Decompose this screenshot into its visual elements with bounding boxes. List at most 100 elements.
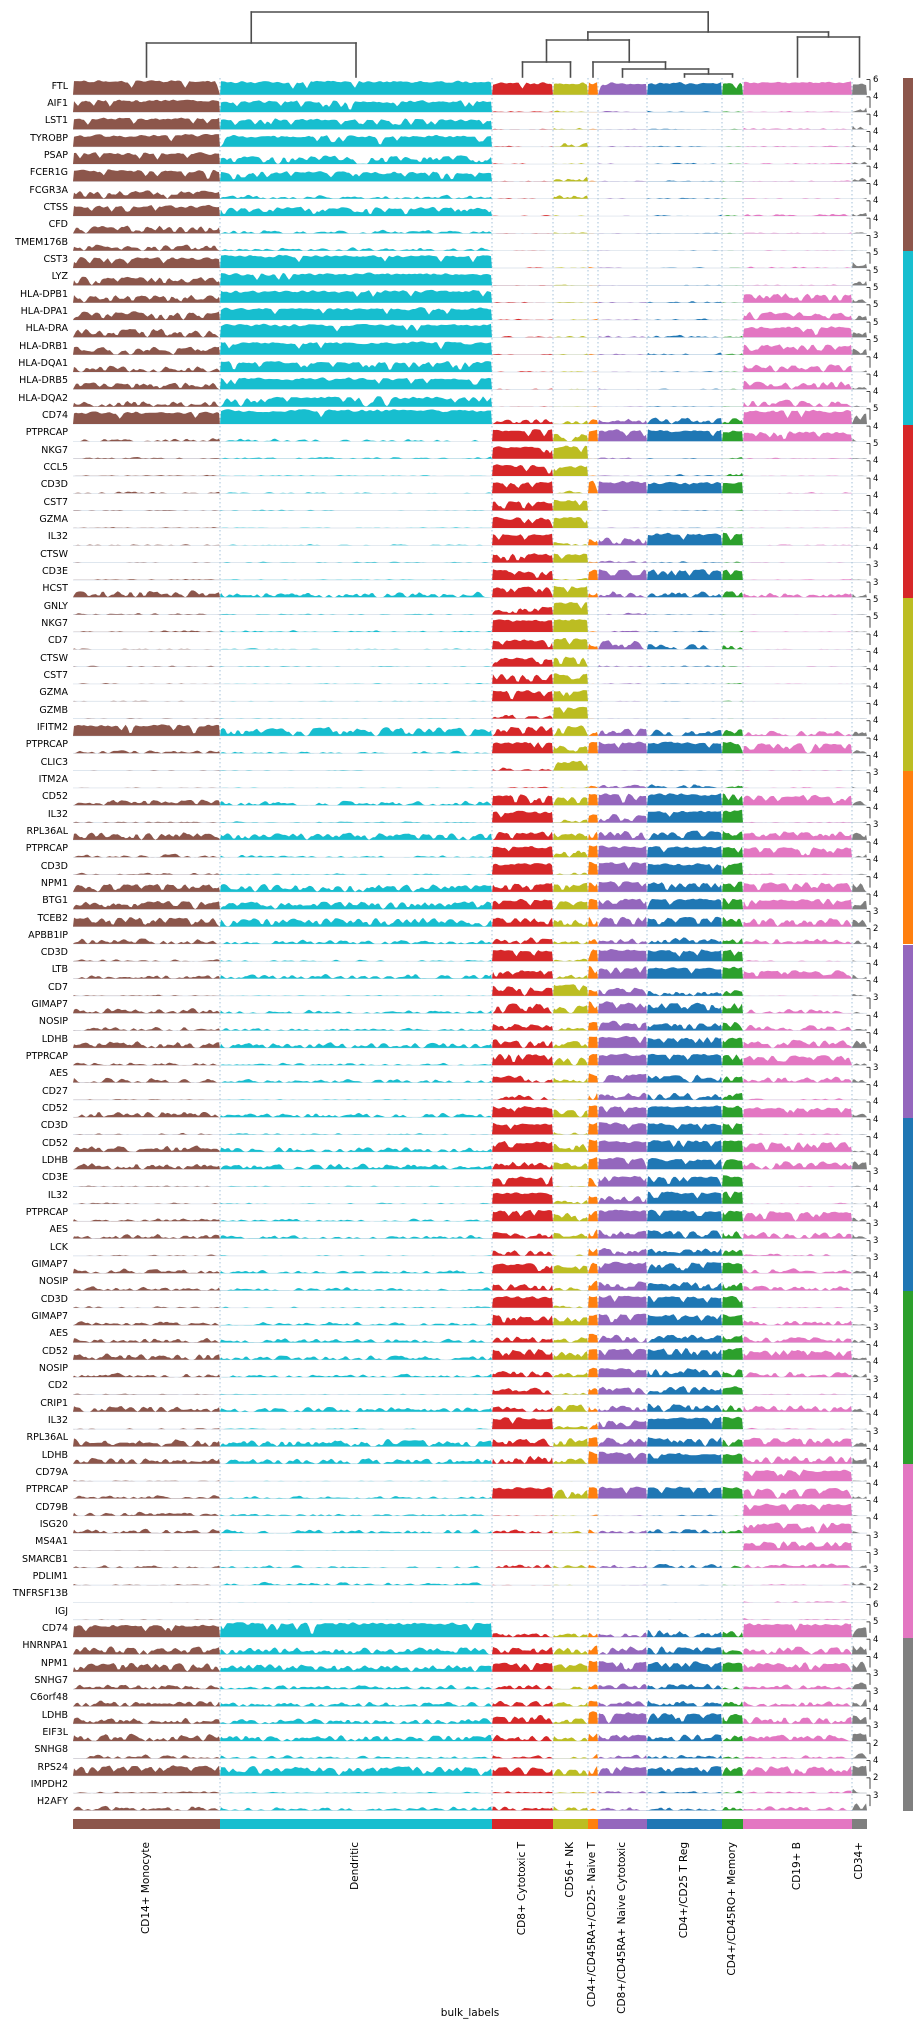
track-row-segment bbox=[743, 821, 852, 823]
gene-label: LST1 bbox=[44, 115, 68, 127]
track-row-segment bbox=[647, 334, 722, 338]
track-row-segment bbox=[647, 388, 722, 390]
track-row-segment bbox=[743, 457, 852, 459]
track-row-segment bbox=[220, 1079, 492, 1083]
track-row-segment bbox=[743, 163, 852, 164]
track-row-segment bbox=[852, 919, 867, 927]
row-max-label: 4 bbox=[873, 1340, 879, 1351]
row-max-label: 4 bbox=[873, 144, 879, 155]
track-row-segment bbox=[220, 1647, 492, 1655]
track-row-segment bbox=[553, 465, 588, 476]
track-row-segment bbox=[220, 1407, 492, 1412]
track-row-segment bbox=[852, 1324, 867, 1326]
track-row-segment bbox=[852, 1442, 867, 1447]
track-row-segment bbox=[553, 1647, 588, 1655]
track-row-segment bbox=[73, 718, 220, 719]
track-row-segment bbox=[722, 1701, 743, 1707]
track-row-segment bbox=[598, 128, 647, 130]
track-row-segment bbox=[852, 332, 867, 338]
track-row-segment bbox=[588, 1660, 598, 1672]
track-row-segment bbox=[220, 1684, 492, 1690]
track-row-segment bbox=[647, 1123, 722, 1135]
track-row-segment bbox=[647, 1529, 722, 1534]
gene-label: PTPRCAP bbox=[25, 1051, 68, 1063]
track-row-segment bbox=[73, 225, 220, 234]
gene-label: CD3D bbox=[40, 479, 68, 491]
track-row-segment bbox=[598, 1348, 647, 1360]
track-row-segment bbox=[743, 1503, 852, 1516]
track-row-segment bbox=[743, 1684, 852, 1690]
track-row-segment bbox=[647, 1734, 722, 1742]
track-row-segment bbox=[647, 1314, 722, 1326]
track-row-segment bbox=[598, 1683, 647, 1690]
track-row-segment bbox=[743, 1766, 852, 1776]
track-row-segment bbox=[588, 569, 598, 580]
row-max-label: 4 bbox=[873, 750, 879, 761]
row-max-label: 4 bbox=[873, 1149, 879, 1160]
track-row-segment bbox=[220, 1147, 492, 1152]
track-row-segment bbox=[553, 1005, 588, 1014]
track-row-segment bbox=[492, 1371, 553, 1378]
track-row-segment bbox=[743, 1469, 852, 1482]
track-row-segment bbox=[73, 346, 220, 355]
track-row-segment bbox=[492, 1054, 553, 1066]
track-row-segment bbox=[553, 1109, 588, 1118]
track-row-segment bbox=[588, 1178, 598, 1187]
track-row-segment bbox=[73, 579, 220, 580]
track-row-segment bbox=[492, 163, 553, 164]
row-max-label: 4 bbox=[873, 1045, 879, 1056]
track-row-segment bbox=[647, 1092, 722, 1100]
track-row-segment bbox=[553, 1633, 588, 1638]
track-row-segment bbox=[598, 1035, 647, 1048]
track-row-segment bbox=[492, 863, 553, 875]
track-row-segment bbox=[492, 606, 553, 615]
track-row-segment bbox=[588, 1122, 598, 1135]
track-row-segment bbox=[73, 872, 220, 875]
track-row-segment bbox=[743, 831, 852, 840]
gene-group-bar-segment bbox=[903, 424, 913, 598]
track-row-segment bbox=[743, 1618, 852, 1620]
row-max-label: 5 bbox=[873, 282, 879, 293]
row-max-label: 3 bbox=[873, 1374, 879, 1385]
track-row-segment bbox=[220, 361, 492, 372]
track-row-segment bbox=[73, 1062, 220, 1066]
track-row-segment bbox=[647, 569, 722, 580]
gene-label: PTPRCAP bbox=[25, 1484, 68, 1496]
row-max-label: 2 bbox=[873, 1738, 879, 1749]
track-row-segment bbox=[647, 991, 722, 996]
track-row-segment bbox=[647, 1053, 722, 1066]
gene-label: CD27 bbox=[41, 1085, 68, 1097]
track-row-segment bbox=[722, 128, 743, 130]
track-row-segment bbox=[722, 1453, 743, 1464]
gene-label: NPM1 bbox=[40, 1657, 68, 1669]
track-row-segment bbox=[73, 1234, 220, 1239]
gene-label: AES bbox=[49, 1224, 68, 1236]
track-row-segment bbox=[588, 793, 598, 806]
row-max-label: 3 bbox=[873, 1305, 879, 1316]
track-row-segment bbox=[647, 406, 722, 407]
gene-label: PTPRCAP bbox=[25, 1207, 68, 1219]
track-row-segment bbox=[492, 1806, 553, 1811]
track-row-segment bbox=[743, 266, 852, 268]
track-row-segment bbox=[492, 1633, 553, 1638]
track-row-segment bbox=[73, 994, 220, 996]
track-row-segment bbox=[743, 794, 852, 806]
track-row-segment bbox=[852, 1339, 867, 1343]
track-row-segment bbox=[588, 731, 598, 736]
gene-label: IL32 bbox=[47, 531, 68, 543]
track-row-segment bbox=[852, 666, 867, 667]
track-row-segment bbox=[852, 1765, 867, 1776]
track-row-segment bbox=[852, 299, 867, 303]
track-row-segment bbox=[852, 1627, 867, 1638]
track-row-segment bbox=[553, 1099, 588, 1100]
track-row-segment bbox=[492, 1529, 553, 1534]
track-row-segment bbox=[598, 916, 647, 927]
track-row-segment bbox=[722, 1249, 743, 1256]
track-row-segment bbox=[647, 1296, 722, 1308]
track-row-segment bbox=[73, 832, 220, 840]
track-row-segment bbox=[588, 1229, 598, 1239]
track-row-segment bbox=[492, 1455, 553, 1464]
track-row-segment bbox=[73, 1619, 220, 1620]
track-row-segment bbox=[852, 107, 867, 113]
track-row-segment bbox=[647, 683, 722, 684]
